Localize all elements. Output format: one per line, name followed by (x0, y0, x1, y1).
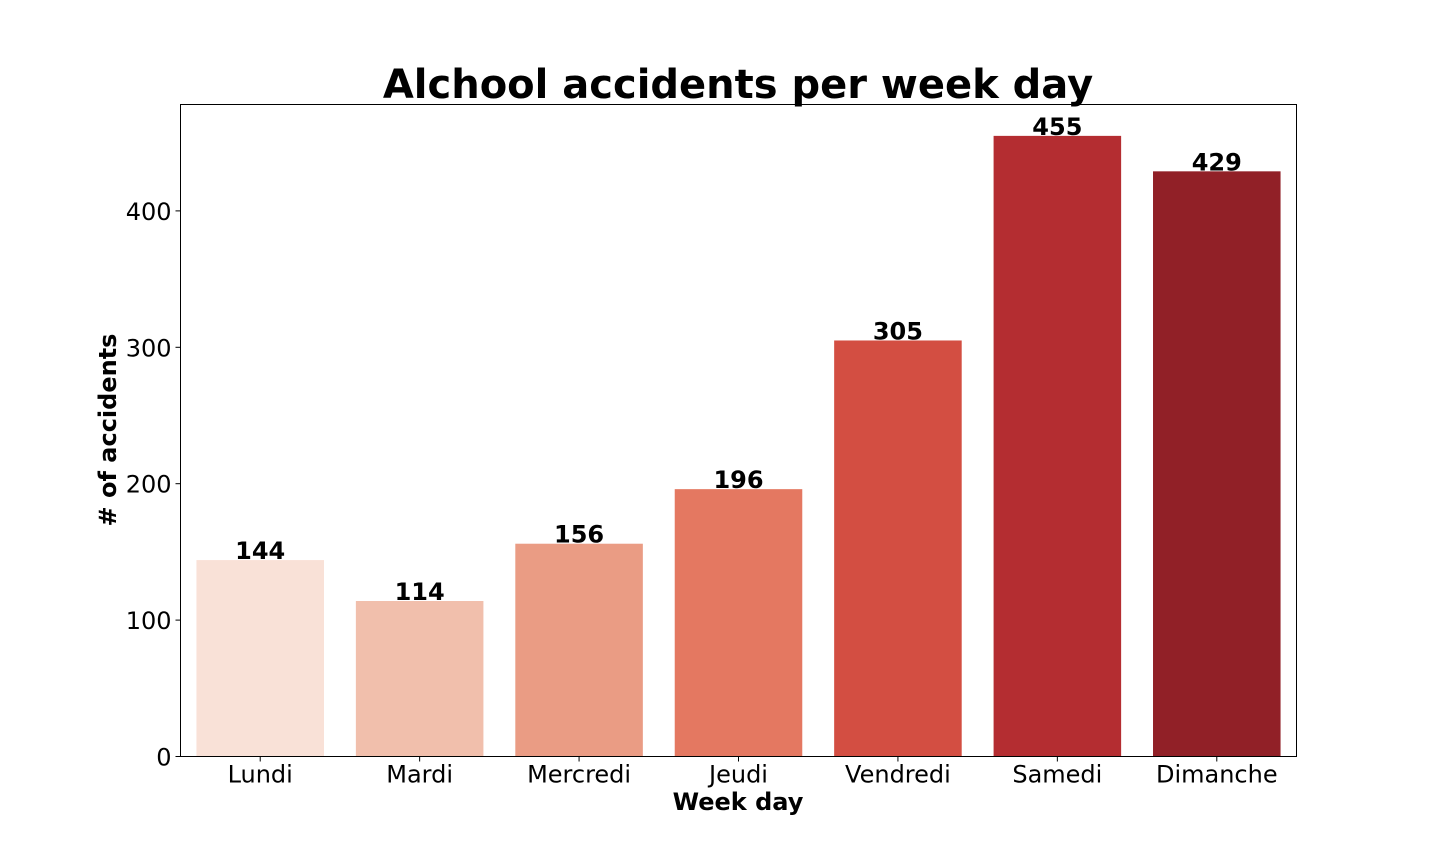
data-labels-group: 144 114 156 196 305 455 429 (235, 113, 1242, 606)
y-tick-label: 400 (126, 198, 172, 226)
y-axis: 0 100 200 300 400 (126, 198, 181, 772)
bar-lundi (196, 560, 324, 757)
y-tick-label: 0 (156, 744, 171, 772)
x-tick-label: Jeudi (707, 761, 768, 789)
x-tick-label: Mercredi (527, 761, 631, 789)
bar-mardi (355, 601, 484, 757)
data-label-mercredi: 156 (554, 521, 604, 549)
x-tick-label: Vendredi (845, 761, 951, 789)
data-label-lundi: 144 (235, 537, 285, 565)
x-tick-label: Mardi (386, 761, 453, 789)
data-label-mardi: 114 (395, 578, 445, 606)
data-label-jeudi: 196 (713, 466, 763, 494)
y-tick-label: 200 (126, 471, 172, 499)
x-tick-label: Dimanche (1156, 761, 1278, 789)
bar-mercredi (515, 543, 643, 757)
y-axis-label: # of accidents (94, 334, 122, 527)
x-axis: Lundi Mardi Mercredi Jeudi Vendredi Samedi Dim… (228, 756, 1278, 789)
bar-samedi (993, 135, 1122, 757)
data-label-vendredi: 305 (873, 317, 923, 345)
x-tick-label: Samedi (1012, 761, 1102, 789)
y-tick-label: 300 (126, 334, 172, 362)
x-tick-label: Lundi (228, 761, 293, 789)
bar-jeudi (674, 489, 803, 757)
bar-vendredi (834, 340, 962, 757)
bars-group (196, 135, 1281, 757)
data-label-dimanche: 429 (1192, 148, 1242, 176)
bar-dimanche (1153, 171, 1281, 757)
data-label-samedi: 455 (1032, 113, 1082, 141)
chart-title: Alchool accidents per week day (383, 62, 1093, 108)
x-axis-label: Week day (673, 788, 804, 816)
y-tick-label: 100 (126, 607, 172, 635)
